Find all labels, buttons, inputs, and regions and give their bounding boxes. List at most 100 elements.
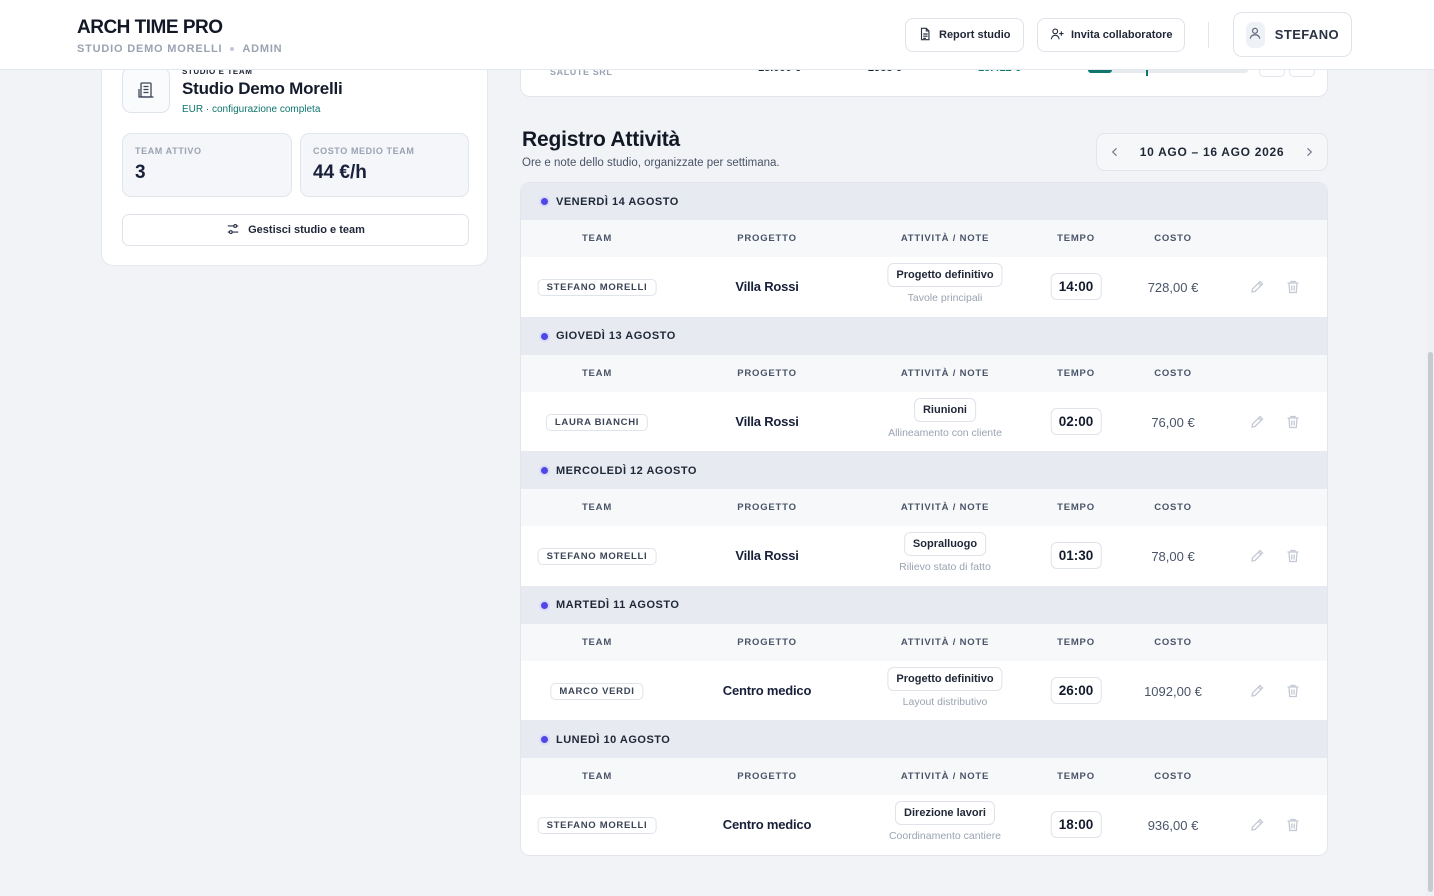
week-range: 10 AGO – 16 AGO 2026: [1139, 145, 1285, 159]
manage-studio-button[interactable]: Gestisci studio e team: [122, 214, 469, 246]
trash-icon[interactable]: [1285, 817, 1301, 833]
activity-note: Layout distributivo: [902, 695, 988, 708]
column-cost: COSTO: [1154, 771, 1192, 783]
trash-icon[interactable]: [1285, 683, 1301, 699]
client-progress-fill: [1088, 67, 1112, 73]
day-group: LUNEDÌ 10 AGOSTO TEAM PROGETTO ATTIVITÀ / N…: [521, 721, 1327, 855]
table-row: STEFANO MORELLI Villa Rossi Sopralluogo Ril…: [521, 526, 1327, 587]
activity-log-title: Registro Attività: [522, 128, 681, 151]
pencil-icon[interactable]: [1249, 817, 1265, 833]
day-header: GIOVEDÌ 13 AGOSTO: [521, 317, 1327, 355]
table-row: MARCO VERDI Centro medico Progetto definit…: [521, 660, 1327, 722]
activity-cell: Progetto definitivo Tavole principali: [887, 263, 1003, 304]
cost-value: 936,00 €: [1147, 818, 1199, 834]
user-menu-button[interactable]: STEFANO: [1233, 12, 1352, 57]
team-member-badge: LAURA BIANCHI: [545, 413, 649, 431]
column-activity: ATTIVITÀ / NOTE: [900, 771, 990, 783]
activity-note: Rilievo stato di fatto: [899, 561, 991, 574]
column-project: PROGETTO: [737, 636, 797, 648]
activity-badge: Progetto definitivo: [887, 263, 1003, 287]
pencil-icon[interactable]: [1249, 683, 1265, 699]
column-team: TEAM: [581, 771, 613, 783]
column-activity: ATTIVITÀ / NOTE: [900, 502, 990, 514]
column-cost: COSTO: [1154, 636, 1192, 648]
client-name: SALUTE SRL: [550, 67, 613, 77]
pencil-icon[interactable]: [1249, 414, 1265, 430]
document-icon: [918, 27, 932, 44]
report-studio-button[interactable]: Report studio: [905, 18, 1024, 52]
week-navigator: 10 AGO – 16 AGO 2026: [1096, 133, 1328, 171]
trash-icon[interactable]: [1285, 414, 1301, 430]
day-group: MERCOLEDÌ 12 AGOSTO TEAM PROGETTO ATTIVITÀ …: [521, 452, 1327, 587]
activity-log-table: VENERDÌ 14 AGOSTO TEAM PROGETTO ATTIVITÀ / …: [520, 182, 1328, 856]
column-time: TEMPO: [1057, 367, 1095, 379]
column-cost: COSTO: [1154, 233, 1192, 244]
team-member-badge: MARCO VERDI: [550, 682, 644, 700]
role-label: ADMIN: [242, 43, 283, 55]
activity-note: Allineamento con cliente: [888, 426, 1002, 439]
activity-badge: Progetto definitivo: [887, 666, 1003, 691]
column-team: TEAM: [581, 636, 613, 648]
column-project: PROGETTO: [737, 367, 797, 379]
day-header: VENERDÌ 14 AGOSTO: [521, 183, 1327, 220]
table-row: STEFANO MORELLI Villa Rossi Progetto defin…: [521, 257, 1327, 318]
app-title[interactable]: ARCH TIME PRO: [77, 17, 223, 38]
pencil-icon[interactable]: [1249, 279, 1265, 295]
active-team-value: 3: [135, 162, 146, 183]
column-headers: TEAM PROGETTO ATTIVITÀ / NOTE TEMPO COSTO: [521, 758, 1327, 796]
column-activity: ATTIVITÀ / NOTE: [900, 367, 990, 379]
avg-cost-label: COSTO MEDIO TEAM: [313, 146, 415, 156]
column-headers: TEAM PROGETTO ATTIVITÀ / NOTE TEMPO COSTO: [521, 489, 1327, 527]
separator-dot: [230, 47, 235, 51]
day-bullet-icon: [541, 467, 548, 475]
avg-cost-value: 44 €/h: [313, 162, 367, 183]
table-row: STEFANO MORELLI Centro medico Direzione la…: [521, 795, 1327, 855]
user-icon: [1248, 26, 1262, 43]
column-project: PROGETTO: [737, 502, 797, 514]
studio-name-label: STUDIO DEMO MORELLI: [77, 43, 223, 55]
column-project: PROGETTO: [737, 233, 797, 244]
trash-icon[interactable]: [1285, 279, 1301, 295]
activity-badge: Sopralluogo: [903, 532, 987, 557]
project-name: Villa Rossi: [735, 548, 799, 564]
time-value: 14:00: [1050, 273, 1102, 300]
column-team: TEAM: [581, 502, 613, 514]
activity-log-subtitle: Ore e note dello studio, organizzate per…: [522, 157, 780, 169]
team-member-badge: STEFANO MORELLI: [537, 548, 657, 566]
activity-cell: Direzione lavori Coordinamento cantiere: [889, 801, 1001, 842]
invite-collaborator-button[interactable]: Invita collaboratore: [1037, 18, 1186, 52]
day-label: MERCOLEDÌ 12 AGOSTO: [556, 464, 697, 477]
time-value: 01:30: [1050, 542, 1102, 570]
studio-name: Studio Demo Morelli: [182, 79, 343, 98]
column-activity: ATTIVITÀ / NOTE: [900, 233, 990, 244]
manage-studio-label: Gestisci studio e team: [248, 224, 365, 236]
table-row: LAURA BIANCHI Villa Rossi Riunioni Allineam…: [521, 391, 1327, 453]
day-header: MARTEDÌ 11 AGOSTO: [521, 586, 1327, 624]
chevron-left-icon[interactable]: [1107, 144, 1123, 160]
column-cost: COSTO: [1154, 502, 1192, 514]
active-team-label: TEAM ATTIVO: [135, 146, 202, 156]
activity-cell: Progetto definitivo Layout distributivo: [887, 666, 1003, 708]
day-group: GIOVEDÌ 13 AGOSTO TEAM PROGETTO ATTIVITÀ / …: [521, 317, 1327, 453]
cost-value: 76,00 €: [1151, 414, 1195, 430]
column-project: PROGETTO: [737, 771, 797, 783]
studio-kicker: STUDIO E TEAM: [182, 67, 253, 76]
day-label: LUNEDÌ 10 AGOSTO: [556, 733, 671, 746]
day-group: VENERDÌ 14 AGOSTO TEAM PROGETTO ATTIVITÀ / …: [521, 183, 1327, 318]
studio-config-status: EUR · configurazione completa: [182, 104, 321, 115]
column-activity: ATTIVITÀ / NOTE: [900, 636, 990, 648]
avatar: [1246, 21, 1265, 48]
report-studio-label: Report studio: [939, 29, 1011, 41]
pencil-icon[interactable]: [1249, 548, 1265, 564]
cost-value: 78,00 €: [1151, 549, 1195, 565]
header-divider: [1208, 22, 1209, 48]
scrollbar-thumb[interactable]: [1428, 352, 1433, 892]
chevron-right-icon[interactable]: [1301, 144, 1317, 160]
project-name: Centro medico: [722, 817, 812, 833]
column-time: TEMPO: [1057, 771, 1095, 783]
trash-icon[interactable]: [1285, 548, 1301, 564]
column-team: TEAM: [581, 233, 613, 244]
team-member-badge: STEFANO MORELLI: [537, 817, 657, 835]
project-name: Villa Rossi: [735, 279, 799, 294]
invite-collaborator-label: Invita collaboratore: [1071, 29, 1173, 41]
